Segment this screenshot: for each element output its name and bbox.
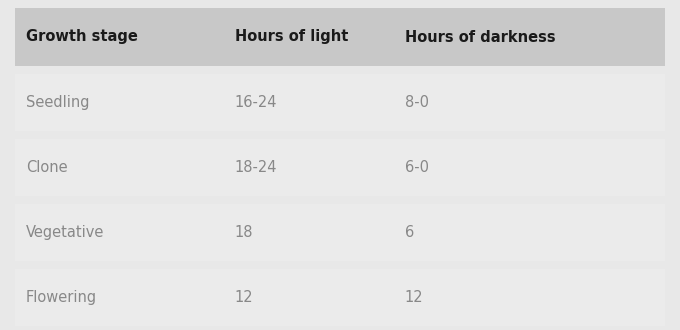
Text: 18: 18 [235, 225, 253, 240]
Text: Hours of darkness: Hours of darkness [405, 29, 556, 45]
Bar [15, 139, 665, 196]
Bar [15, 74, 665, 131]
Text: 8-0: 8-0 [405, 95, 428, 110]
Text: 12: 12 [405, 290, 423, 305]
Text: 6-0: 6-0 [405, 160, 428, 175]
Bar [15, 8, 665, 66]
Text: Clone: Clone [26, 160, 67, 175]
Bar [15, 204, 665, 261]
Text: 6: 6 [405, 225, 414, 240]
Text: Seedling: Seedling [26, 95, 89, 110]
Text: 12: 12 [235, 290, 253, 305]
Text: Vegetative: Vegetative [26, 225, 104, 240]
Text: Growth stage: Growth stage [26, 29, 138, 45]
Text: Flowering: Flowering [26, 290, 97, 305]
Text: Hours of light: Hours of light [235, 29, 348, 45]
Bar [15, 269, 665, 326]
Text: 18-24: 18-24 [235, 160, 277, 175]
Text: 16-24: 16-24 [235, 95, 277, 110]
